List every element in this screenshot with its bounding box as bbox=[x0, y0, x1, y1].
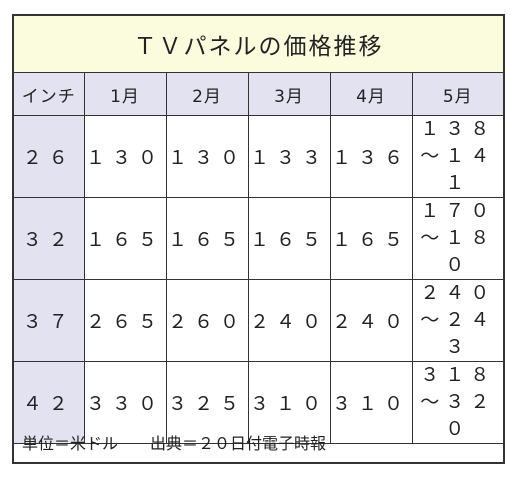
range-top: ２４０ bbox=[420, 282, 496, 304]
header-month-2: 2月 bbox=[165, 72, 249, 116]
price-cell: ２６５ bbox=[83, 279, 167, 362]
header-inch: インチ bbox=[14, 72, 85, 116]
price-cell: １３０ bbox=[165, 115, 249, 198]
header-row: インチ 1月 2月 3月 4月 5月 bbox=[14, 72, 503, 116]
price-cell: １６５ bbox=[83, 197, 167, 280]
price-cell: ２４０ bbox=[247, 279, 331, 362]
header-month-3: 3月 bbox=[247, 72, 331, 116]
range-top: １３８ bbox=[420, 118, 496, 140]
table-row: ４２ ３３０ ３２５ ３１０ ３１０ ３１８ ～３２０ bbox=[14, 361, 503, 444]
range-top: １７０ bbox=[420, 200, 496, 222]
price-cell: １６５ bbox=[247, 197, 331, 280]
price-cell: ３１０ bbox=[329, 361, 413, 444]
table-row: ３２ １６５ １６５ １６５ １６５ １７０ ～１８０ bbox=[14, 197, 503, 280]
header-month-5: 5月 bbox=[411, 72, 503, 116]
size-cell: ２６ bbox=[14, 115, 85, 198]
header-month-4: 4月 bbox=[329, 72, 413, 116]
table-title: ＴＶパネルの価格推移 bbox=[14, 16, 503, 73]
price-range-cell: ２４０ ～２４３ bbox=[411, 279, 503, 362]
price-cell: ３１０ bbox=[247, 361, 331, 444]
price-range-cell: １３８ ～１４１ bbox=[411, 115, 503, 198]
range-bottom: ～１８０ bbox=[420, 227, 496, 276]
table-row: ３７ ２６５ ２６０ ２４０ ２４０ ２４０ ～２４３ bbox=[14, 279, 503, 362]
price-cell: １３０ bbox=[83, 115, 167, 198]
range-top: ３１８ bbox=[420, 364, 496, 386]
table-row: ２６ １３０ １３０ １３３ １３６ １３８ ～１４１ bbox=[14, 115, 503, 198]
size-cell: ４２ bbox=[14, 361, 85, 444]
price-cell: ２６０ bbox=[165, 279, 249, 362]
price-table: インチ 1月 2月 3月 4月 5月 ２６ １３０ １３０ １３３ １３６ １３… bbox=[14, 72, 503, 444]
price-cell: ３３０ bbox=[83, 361, 167, 444]
header-month-1: 1月 bbox=[83, 72, 167, 116]
range-bottom: ～２４３ bbox=[420, 309, 496, 358]
price-range-cell: ３１８ ～３２０ bbox=[411, 361, 503, 444]
price-cell: １３３ bbox=[247, 115, 331, 198]
price-cell: １３６ bbox=[329, 115, 413, 198]
source-note: 単位＝米ドル 出典＝２０日付電子時報 bbox=[22, 434, 327, 453]
price-cell: ３２５ bbox=[165, 361, 249, 444]
price-cell: １６５ bbox=[165, 197, 249, 280]
price-cell: １６５ bbox=[329, 197, 413, 280]
range-bottom: ～３２０ bbox=[420, 391, 496, 440]
price-range-cell: １７０ ～１８０ bbox=[411, 197, 503, 280]
size-cell: ３７ bbox=[14, 279, 85, 362]
price-table-frame: ＴＶパネルの価格推移 インチ 1月 2月 3月 4月 5月 ２６ １３０ １３０… bbox=[12, 14, 505, 464]
size-cell: ３２ bbox=[14, 197, 85, 280]
price-cell: ２４０ bbox=[329, 279, 413, 362]
range-bottom: ～１４１ bbox=[420, 145, 496, 194]
